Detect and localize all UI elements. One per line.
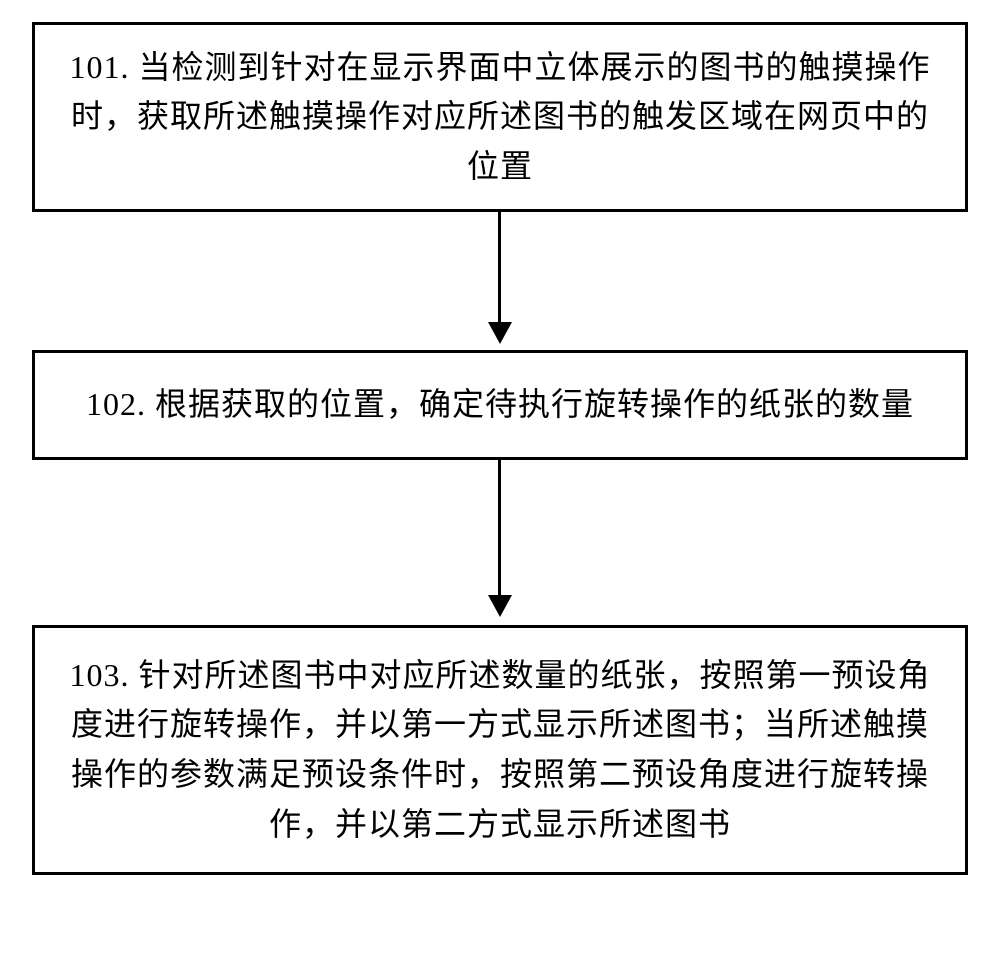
arrow-head-1 xyxy=(488,322,512,344)
flow-step-103: 103. 针对所述图书中对应所述数量的纸张，按照第一预设角度进行旋转操作，并以第… xyxy=(32,625,968,875)
arrow-line-2 xyxy=(498,460,501,595)
flow-step-102-text: 102. 根据获取的位置，确定待执行旋转操作的纸张的数量 xyxy=(86,380,914,430)
flowchart-canvas: 101. 当检测到针对在显示界面中立体展示的图书的触摸操作时，获取所述触摸操作对… xyxy=(0,0,1000,967)
flow-step-102: 102. 根据获取的位置，确定待执行旋转操作的纸张的数量 xyxy=(32,350,968,460)
flow-step-101-text: 101. 当检测到针对在显示界面中立体展示的图书的触摸操作时，获取所述触摸操作对… xyxy=(59,43,941,192)
arrow-head-2 xyxy=(488,595,512,617)
flow-step-101: 101. 当检测到针对在显示界面中立体展示的图书的触摸操作时，获取所述触摸操作对… xyxy=(32,22,968,212)
arrow-line-1 xyxy=(498,212,501,322)
flow-step-103-text: 103. 针对所述图书中对应所述数量的纸张，按照第一预设角度进行旋转操作，并以第… xyxy=(59,651,941,849)
